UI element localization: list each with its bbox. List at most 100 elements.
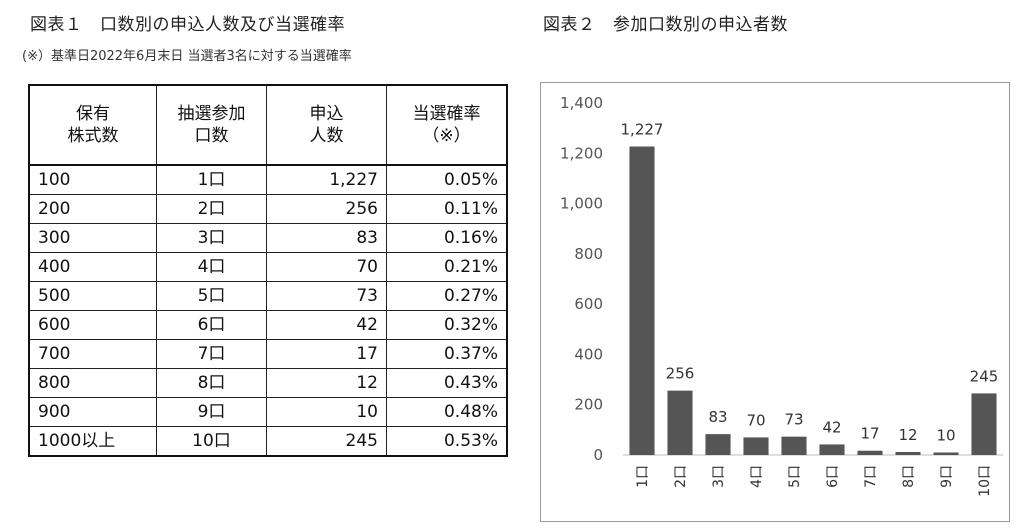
table-header-row: 保有 株式数 抽選参加 口数 申込 人数 当選確率 （※） bbox=[28, 84, 508, 166]
header-win-rate: 当選確率 （※） bbox=[386, 84, 508, 166]
cell-units: 9口 bbox=[156, 397, 267, 427]
cell-shares: 800 bbox=[28, 368, 157, 398]
bar-data-label: 10 bbox=[936, 426, 955, 444]
cell-applicants: 245 bbox=[266, 426, 387, 457]
y-tick-label: 1,200 bbox=[560, 144, 603, 162]
cell-win-rate: 0.16% bbox=[386, 223, 508, 253]
header-line: 抽選参加 bbox=[177, 104, 246, 124]
cell-shares: 700 bbox=[28, 339, 157, 369]
bar bbox=[781, 436, 807, 455]
cell-applicants: 42 bbox=[266, 310, 387, 340]
figure2-title: 図表２ 参加口数別の申込者数 bbox=[543, 15, 788, 35]
x-tick-label: 10口 bbox=[977, 465, 993, 497]
table-row: 900 9口 10 0.48% bbox=[28, 397, 508, 427]
cell-applicants: 83 bbox=[266, 223, 387, 253]
table-row: 100 1口 1,227 0.05% bbox=[28, 164, 508, 195]
x-tick-label: 2口 bbox=[673, 465, 689, 488]
cell-shares: 1000以上 bbox=[28, 426, 157, 457]
cell-units: 3口 bbox=[156, 223, 267, 253]
bar bbox=[705, 434, 731, 455]
bar bbox=[895, 451, 921, 455]
cell-shares: 200 bbox=[28, 194, 157, 224]
cell-win-rate: 0.11% bbox=[386, 194, 508, 224]
table-row: 300 3口 83 0.16% bbox=[28, 223, 508, 253]
bar bbox=[743, 437, 769, 455]
cell-applicants: 17 bbox=[266, 339, 387, 369]
header-line: 口数 bbox=[194, 126, 229, 146]
table-row: 500 5口 73 0.27% bbox=[28, 281, 508, 311]
table-row: 1000以上 10口 245 0.53% bbox=[28, 426, 508, 457]
bar bbox=[819, 444, 845, 455]
x-tick-label: 7口 bbox=[863, 465, 879, 488]
header-line: （※） bbox=[422, 126, 471, 146]
cell-applicants: 70 bbox=[266, 252, 387, 282]
y-tick-label: 1,400 bbox=[560, 94, 603, 112]
cell-applicants: 10 bbox=[266, 397, 387, 427]
x-tick-label: 4口 bbox=[749, 465, 765, 488]
cell-shares: 600 bbox=[28, 310, 157, 340]
cell-win-rate: 0.32% bbox=[386, 310, 508, 340]
bar bbox=[667, 390, 693, 455]
y-tick-label: 200 bbox=[574, 396, 603, 414]
cell-units: 8口 bbox=[156, 368, 267, 398]
cell-applicants: 73 bbox=[266, 281, 387, 311]
bar-data-label: 1,227 bbox=[621, 120, 664, 138]
table-row: 700 7口 17 0.37% bbox=[28, 339, 508, 369]
table-row: 200 2口 256 0.11% bbox=[28, 194, 508, 224]
cell-units: 7口 bbox=[156, 339, 267, 369]
cell-units: 2口 bbox=[156, 194, 267, 224]
header-line: 申込 bbox=[309, 104, 344, 124]
table-row: 400 4口 70 0.21% bbox=[28, 252, 508, 282]
application-table: 保有 株式数 抽選参加 口数 申込 人数 当選確率 （※） 100 1口 1,227 0.05… bbox=[28, 84, 508, 457]
bar bbox=[857, 450, 883, 455]
figure1-title: 図表１ 口数別の申込人数及び当選確率 bbox=[30, 15, 345, 35]
cell-shares: 500 bbox=[28, 281, 157, 311]
bar-data-label: 12 bbox=[898, 426, 917, 444]
cell-units: 5口 bbox=[156, 281, 267, 311]
cell-win-rate: 0.27% bbox=[386, 281, 508, 311]
table-row: 600 6口 42 0.32% bbox=[28, 310, 508, 340]
x-tick-label: 5口 bbox=[787, 465, 803, 488]
x-tick-label: 3口 bbox=[711, 465, 727, 488]
bar bbox=[933, 452, 959, 455]
header-line: 保有 bbox=[76, 104, 110, 124]
cell-win-rate: 0.37% bbox=[386, 339, 508, 369]
cell-shares: 400 bbox=[28, 252, 157, 282]
y-tick-label: 800 bbox=[574, 245, 603, 263]
table-body: 100 1口 1,227 0.05% 200 2口 256 0.11% 300 3口 83 0.16%… bbox=[28, 164, 508, 457]
header-applicants: 申込 人数 bbox=[266, 84, 387, 166]
table-row: 800 8口 12 0.43% bbox=[28, 368, 508, 398]
header-units: 抽選参加 口数 bbox=[156, 84, 267, 166]
cell-applicants: 256 bbox=[266, 194, 387, 224]
cell-units: 6口 bbox=[156, 310, 267, 340]
bar-data-label: 256 bbox=[666, 365, 695, 383]
header-line: 株式数 bbox=[67, 126, 119, 146]
header-shares: 保有 株式数 bbox=[28, 84, 157, 166]
y-tick-label: 1,000 bbox=[560, 195, 603, 213]
cell-win-rate: 0.21% bbox=[386, 252, 508, 282]
cell-applicants: 12 bbox=[266, 368, 387, 398]
bar-data-label: 73 bbox=[784, 411, 803, 429]
table-note: (※）基準日2022年6月末日 当選者3名に対する当選確率 bbox=[22, 49, 352, 64]
x-tick-label: 8口 bbox=[901, 465, 917, 488]
cell-win-rate: 0.05% bbox=[386, 164, 508, 195]
x-tick-label: 1口 bbox=[635, 465, 651, 488]
y-tick-label: 600 bbox=[574, 295, 603, 313]
cell-units: 10口 bbox=[156, 426, 267, 457]
bar-data-label: 42 bbox=[822, 418, 841, 436]
bar-data-label: 245 bbox=[970, 367, 999, 385]
header-line: 当選確率 bbox=[412, 104, 481, 124]
bar-data-label: 17 bbox=[860, 425, 879, 443]
cell-shares: 100 bbox=[28, 164, 157, 195]
x-tick-label: 6口 bbox=[825, 465, 841, 488]
cell-shares: 900 bbox=[28, 397, 157, 427]
bar-chart-panel: 0 200 400 600 800 1,000 1,200 1,400 1,227 1口 256 2口… bbox=[540, 82, 1010, 522]
cell-win-rate: 0.43% bbox=[386, 368, 508, 398]
cell-win-rate: 0.53% bbox=[386, 426, 508, 457]
header-line: 人数 bbox=[309, 126, 344, 146]
cell-win-rate: 0.48% bbox=[386, 397, 508, 427]
y-tick-label: 400 bbox=[574, 345, 603, 363]
cell-shares: 300 bbox=[28, 223, 157, 253]
cell-units: 1口 bbox=[156, 164, 267, 195]
y-tick-label: 0 bbox=[593, 446, 603, 464]
